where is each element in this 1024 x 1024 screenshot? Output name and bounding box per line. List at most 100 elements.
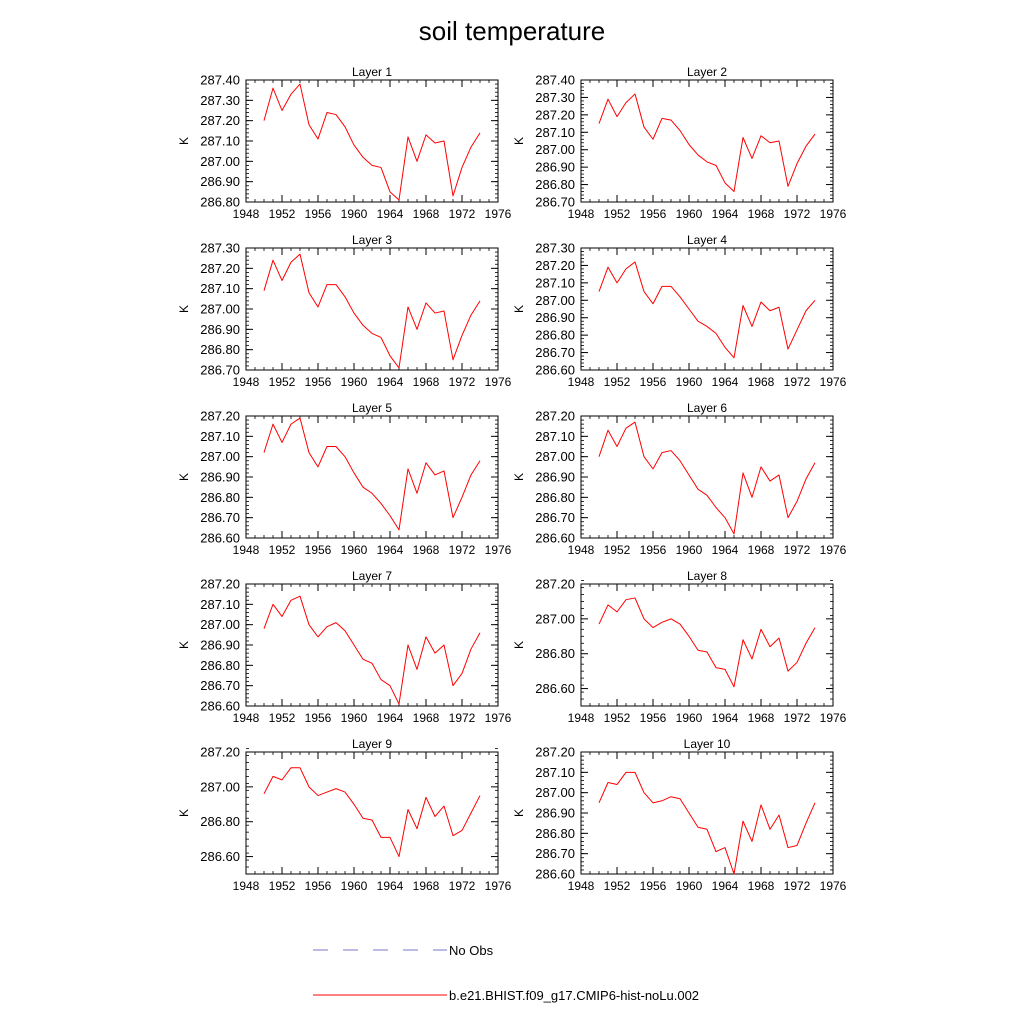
series-line-model (598, 93, 816, 193)
x-tick-label: 1968 (748, 543, 775, 557)
y-tick-label: 287.10 (535, 765, 575, 780)
y-tick-label: 286.80 (535, 177, 575, 192)
series-line-model (263, 83, 481, 201)
y-axis-label: K (512, 809, 526, 817)
x-tick-label: 1968 (413, 711, 440, 725)
series-line-model (598, 771, 816, 875)
y-axis-label: K (512, 305, 526, 313)
plot-frame (580, 583, 834, 707)
y-tick-label: 286.80 (535, 328, 575, 343)
legend: No Obs b.e21.BHIST.f09_g17.CMIP6-hist-no… (313, 943, 699, 1003)
x-tick-label: 1968 (413, 207, 440, 221)
y-axis-label: K (177, 641, 191, 649)
y-axis-label: K (177, 137, 191, 145)
x-tick-label: 1952 (604, 375, 631, 389)
y-tick-label: 286.70 (535, 846, 575, 861)
panel-grid: Layer 1 K 1948 1952 1956 1960 1964 1968 1972 1976… (177, 65, 847, 893)
y-tick-label: 286.80 (535, 826, 575, 841)
panel-layer-6: Layer 6 K 1948 1952 1956 1960 1964 1968 1972 1976… (512, 401, 847, 557)
y-axis-label: K (177, 473, 191, 481)
y-tick-label: 287.20 (200, 409, 240, 424)
plot-frame (580, 79, 834, 203)
panel-layer-10: Layer 10 K 1948 1952 1956 1960 1964 1968 1972 197… (512, 737, 847, 893)
y-tick-label: 287.00 (200, 779, 240, 794)
series-line-model (263, 253, 481, 369)
x-tick-label: 1952 (604, 711, 631, 725)
y-tick-label: 286.70 (535, 195, 575, 210)
y-tick-label: 287.10 (535, 125, 575, 140)
x-tick-label: 1972 (449, 711, 476, 725)
y-tick-label: 287.10 (200, 134, 240, 149)
x-tick-label: 1972 (784, 879, 811, 893)
x-tick-label: 1956 (305, 879, 332, 893)
y-tick-label: 286.60 (535, 681, 575, 696)
x-tick-label: 1964 (377, 711, 404, 725)
panel-layer-8: Layer 8 K 1948 1952 1956 1960 1964 1968 1972 1976… (512, 569, 847, 725)
y-tick-label: 286.80 (200, 658, 240, 673)
y-tick-label: 286.70 (535, 345, 575, 360)
y-tick-label: 287.20 (535, 258, 575, 273)
x-tick-label: 1952 (269, 879, 296, 893)
y-axis-label: K (512, 473, 526, 481)
y-tick-label: 287.20 (200, 113, 240, 128)
x-tick-label: 1960 (676, 879, 703, 893)
panel-layer-7: Layer 7 K 1948 1952 1956 1960 1964 1968 1972 1976… (177, 569, 512, 725)
y-tick-label: 286.90 (535, 310, 575, 325)
x-tick-label: 1976 (820, 711, 847, 725)
x-tick-label: 1952 (269, 375, 296, 389)
y-tick-label: 287.30 (200, 93, 240, 108)
figure-title: soil temperature (419, 16, 605, 46)
panel-title: Layer 9 (352, 737, 392, 751)
x-tick-label: 1964 (712, 879, 739, 893)
x-tick-label: 1964 (377, 207, 404, 221)
y-tick-label: 286.90 (535, 160, 575, 175)
y-tick-label: 287.00 (535, 142, 575, 157)
x-tick-label: 1960 (341, 543, 368, 557)
y-tick-label: 287.00 (535, 785, 575, 800)
x-tick-label: 1972 (784, 543, 811, 557)
panel-layer-9: Layer 9 K 1948 1952 1956 1960 1964 1968 1972 1976… (177, 737, 512, 893)
x-tick-label: 1948 (568, 375, 595, 389)
y-tick-label: 287.20 (535, 745, 575, 760)
x-tick-label: 1972 (784, 375, 811, 389)
plot-frame (245, 583, 499, 707)
x-tick-label: 1972 (449, 879, 476, 893)
plot-frame (580, 247, 834, 371)
panel-title: Layer 2 (687, 65, 727, 79)
x-tick-label: 1976 (485, 879, 512, 893)
x-tick-label: 1972 (449, 207, 476, 221)
y-tick-label: 287.00 (200, 617, 240, 632)
panel-layer-5: Layer 5 K 1948 1952 1956 1960 1964 1968 1972 1976… (177, 401, 512, 557)
panel-title: Layer 7 (352, 569, 392, 583)
x-tick-label: 1968 (748, 879, 775, 893)
y-tick-label: 286.70 (200, 678, 240, 693)
x-tick-label: 1976 (820, 375, 847, 389)
y-tick-label: 286.60 (535, 531, 575, 546)
y-tick-label: 286.60 (535, 867, 575, 882)
x-tick-label: 1960 (341, 375, 368, 389)
y-axis-label: K (177, 305, 191, 313)
y-tick-label: 286.70 (535, 510, 575, 525)
x-tick-label: 1952 (269, 711, 296, 725)
x-tick-label: 1976 (485, 375, 512, 389)
y-tick-label: 287.10 (535, 429, 575, 444)
x-tick-label: 1976 (485, 543, 512, 557)
y-tick-label: 287.30 (535, 241, 575, 256)
x-tick-label: 1960 (676, 207, 703, 221)
x-tick-label: 1964 (712, 711, 739, 725)
panel-layer-1: Layer 1 K 1948 1952 1956 1960 1964 1968 1972 1976… (177, 65, 512, 221)
x-tick-label: 1960 (676, 375, 703, 389)
x-tick-label: 1960 (341, 879, 368, 893)
x-tick-label: 1956 (640, 543, 667, 557)
y-tick-label: 286.80 (200, 195, 240, 210)
y-tick-label: 286.60 (200, 849, 240, 864)
y-tick-label: 286.70 (200, 363, 240, 378)
y-tick-label: 287.10 (200, 429, 240, 444)
y-tick-label: 286.80 (200, 814, 240, 829)
y-axis-label: K (512, 641, 526, 649)
panel-title: Layer 4 (687, 233, 727, 247)
x-tick-label: 1948 (233, 543, 260, 557)
y-tick-label: 287.00 (535, 611, 575, 626)
y-tick-label: 287.40 (200, 73, 240, 88)
